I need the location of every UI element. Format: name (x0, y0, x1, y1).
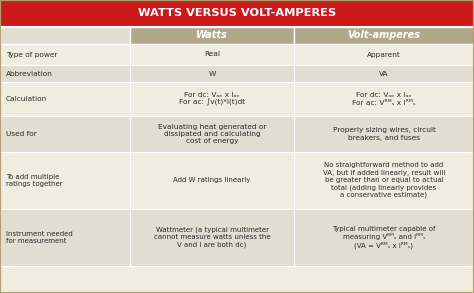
Text: Watts: Watts (196, 30, 228, 40)
Text: Wattmeter (a typical multimeter
cannot measure watts unless the
V and I are both: Wattmeter (a typical multimeter cannot m… (154, 227, 271, 248)
Bar (294, 65, 474, 82)
Text: Instrument needed
for measurement: Instrument needed for measurement (6, 231, 73, 244)
Text: Volt-amperes: Volt-amperes (347, 30, 420, 40)
Text: Real: Real (204, 52, 220, 57)
Text: Properly sizing wires, circuit
breakers, and fuses: Properly sizing wires, circuit breakers,… (332, 127, 436, 141)
Bar (0, 27, 130, 44)
Text: VA: VA (379, 71, 389, 76)
Text: Calculation: Calculation (6, 96, 47, 102)
Bar (130, 82, 294, 116)
Bar (130, 152, 294, 209)
Bar (130, 116, 294, 152)
Bar (0, 152, 130, 209)
Text: Used for: Used for (6, 131, 36, 137)
Bar (130, 209, 294, 266)
Bar (0, 0, 474, 27)
Text: For dc: Vₐₑ x Iₐₑ
For ac: ∫v(t)*i(t)dt: For dc: Vₐₑ x Iₐₑ For ac: ∫v(t)*i(t)dt (179, 92, 245, 106)
Text: To add multiple
ratings together: To add multiple ratings together (6, 174, 62, 187)
Text: Apparent: Apparent (367, 52, 401, 57)
Text: W: W (209, 71, 216, 76)
Bar (294, 152, 474, 209)
Bar (0, 65, 130, 82)
Text: Abbreviation: Abbreviation (6, 71, 53, 76)
Bar (294, 44, 474, 65)
Text: No straightforward method to add
VA, but if added linearly, result will
be great: No straightforward method to add VA, but… (323, 163, 445, 198)
Bar (0, 44, 130, 65)
Bar (294, 27, 474, 44)
Bar (0, 82, 130, 116)
Bar (130, 44, 294, 65)
Bar (0, 116, 130, 152)
Text: Typical multimeter capable of
measuring Vᴿᴹₛ and Iᴿᴹₛ
(VA = Vᴿᴹₛ x Iᴿᴹₛ): Typical multimeter capable of measuring … (332, 226, 436, 249)
Bar (294, 82, 474, 116)
Text: For dc: Vₐₑ x Iₐₑ
For ac: Vᴿᴹₛ x Iᴿᴹₛ: For dc: Vₐₑ x Iₐₑ For ac: Vᴿᴹₛ x Iᴿᴹₛ (352, 92, 416, 105)
Text: WATTS VERSUS VOLT-AMPERES: WATTS VERSUS VOLT-AMPERES (138, 8, 336, 18)
Text: Evaluating heat generated or
dissipated and calculating
cost of energy: Evaluating heat generated or dissipated … (158, 124, 266, 144)
Bar (0, 209, 130, 266)
Bar (130, 27, 294, 44)
Text: Add W ratings linearly: Add W ratings linearly (173, 178, 251, 183)
Text: Type of power: Type of power (6, 52, 57, 57)
Bar (294, 209, 474, 266)
Bar (130, 65, 294, 82)
Bar (294, 116, 474, 152)
